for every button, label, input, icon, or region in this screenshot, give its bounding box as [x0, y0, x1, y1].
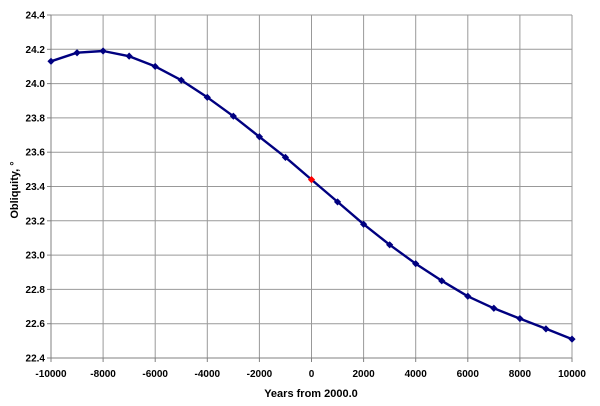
data-marker [412, 260, 420, 268]
y-tick-label: 22.6 [26, 319, 46, 330]
data-marker [229, 112, 237, 120]
y-tick-label: 23.0 [26, 251, 46, 262]
y-tick-label: 24.0 [26, 79, 46, 90]
y-tick-label: 22.4 [26, 354, 46, 365]
data-marker [203, 93, 211, 101]
x-tick-label: 10000 [558, 369, 586, 380]
x-axis-title: Years from 2000.0 [264, 388, 358, 400]
x-tick-label: 0 [309, 369, 315, 380]
x-tick-label: 2000 [352, 369, 375, 380]
data-marker [386, 241, 394, 249]
data-marker [73, 49, 81, 57]
x-tick-label: 8000 [509, 369, 532, 380]
y-tick-label: 24.2 [26, 45, 46, 56]
x-tick-label: -8000 [90, 369, 116, 380]
data-marker [99, 47, 107, 55]
data-marker [360, 220, 368, 228]
y-tick-label: 23.2 [26, 216, 46, 227]
data-marker [125, 52, 133, 60]
y-tick-label: 23.8 [26, 113, 46, 124]
data-marker [490, 304, 498, 312]
axis-tick-marks [47, 14, 573, 362]
data-marker [333, 198, 342, 206]
y-tick-label: 22.8 [26, 285, 46, 296]
data-marker [151, 62, 159, 71]
data-marker [438, 277, 446, 285]
y-tick-labels: 22.4 22.6 22.8 23.0 23.2 23.4 23.6 23.8 24.0 24.2… [26, 11, 46, 365]
data-marker [177, 76, 185, 84]
highlight-marker-year-0 [307, 176, 316, 184]
x-tick-label: -6000 [142, 369, 168, 380]
x-tick-labels: -10000 -8000 -6000 -4000 -2000 0 2000 4000 6000 8… [35, 369, 586, 380]
data-marker [542, 325, 550, 333]
data-marker [47, 57, 55, 65]
y-tick-label: 23.4 [26, 182, 46, 193]
y-tick-label: 24.4 [26, 11, 46, 22]
data-marker [255, 133, 263, 141]
data-marker [281, 153, 290, 161]
data-point-markers [47, 47, 576, 343]
x-tick-label: 6000 [457, 369, 480, 380]
data-marker [464, 292, 472, 300]
x-tick-label: -10000 [35, 369, 67, 380]
x-tick-label: 4000 [405, 369, 428, 380]
x-tick-label: -4000 [195, 369, 221, 380]
data-marker [516, 314, 524, 323]
x-tick-label: -2000 [247, 369, 273, 380]
y-axis-title: Obliquity, ° [9, 161, 21, 218]
y-tick-label: 23.6 [26, 148, 46, 159]
data-marker [568, 335, 576, 343]
